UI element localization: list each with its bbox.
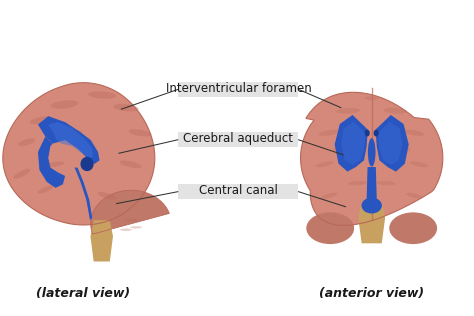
Ellipse shape — [362, 198, 382, 214]
Ellipse shape — [119, 161, 142, 168]
FancyBboxPatch shape — [178, 132, 299, 147]
Ellipse shape — [51, 100, 79, 109]
Polygon shape — [38, 137, 65, 188]
Polygon shape — [335, 115, 368, 172]
Ellipse shape — [319, 130, 339, 136]
Text: Central canal: Central canal — [199, 184, 278, 197]
Ellipse shape — [124, 219, 138, 222]
Polygon shape — [91, 190, 169, 234]
Polygon shape — [378, 122, 402, 165]
Ellipse shape — [13, 169, 30, 179]
Polygon shape — [38, 116, 100, 164]
Ellipse shape — [88, 92, 117, 99]
Ellipse shape — [389, 212, 437, 244]
Polygon shape — [366, 167, 377, 201]
Ellipse shape — [113, 104, 139, 111]
Ellipse shape — [374, 130, 379, 137]
Polygon shape — [48, 122, 93, 158]
Polygon shape — [358, 206, 385, 243]
Text: Interventricular foramen: Interventricular foramen — [165, 82, 311, 95]
Ellipse shape — [97, 192, 117, 199]
Ellipse shape — [376, 181, 395, 185]
Polygon shape — [341, 122, 365, 165]
Ellipse shape — [336, 108, 360, 114]
Ellipse shape — [306, 212, 354, 244]
Ellipse shape — [37, 185, 54, 193]
Ellipse shape — [348, 181, 367, 185]
Ellipse shape — [383, 108, 407, 114]
Ellipse shape — [130, 226, 142, 228]
Ellipse shape — [365, 130, 370, 137]
Ellipse shape — [368, 138, 375, 167]
Ellipse shape — [81, 157, 94, 171]
Ellipse shape — [120, 228, 132, 231]
Ellipse shape — [406, 193, 422, 199]
FancyBboxPatch shape — [178, 184, 299, 199]
Ellipse shape — [316, 161, 333, 167]
Polygon shape — [91, 220, 113, 262]
Ellipse shape — [404, 130, 425, 136]
Text: Cerebral aqueduct: Cerebral aqueduct — [183, 132, 293, 145]
Polygon shape — [74, 167, 92, 220]
Ellipse shape — [56, 130, 82, 136]
Ellipse shape — [46, 161, 64, 167]
Ellipse shape — [128, 129, 152, 137]
Ellipse shape — [365, 96, 379, 100]
Polygon shape — [301, 92, 443, 225]
Ellipse shape — [321, 193, 337, 199]
Ellipse shape — [390, 146, 410, 151]
Ellipse shape — [18, 138, 35, 146]
Ellipse shape — [30, 116, 52, 124]
Text: (lateral view): (lateral view) — [36, 288, 130, 301]
FancyBboxPatch shape — [178, 82, 299, 97]
Text: (anterior view): (anterior view) — [319, 288, 424, 301]
Ellipse shape — [410, 161, 428, 167]
Ellipse shape — [333, 146, 354, 151]
Polygon shape — [3, 83, 155, 225]
Polygon shape — [375, 115, 409, 172]
